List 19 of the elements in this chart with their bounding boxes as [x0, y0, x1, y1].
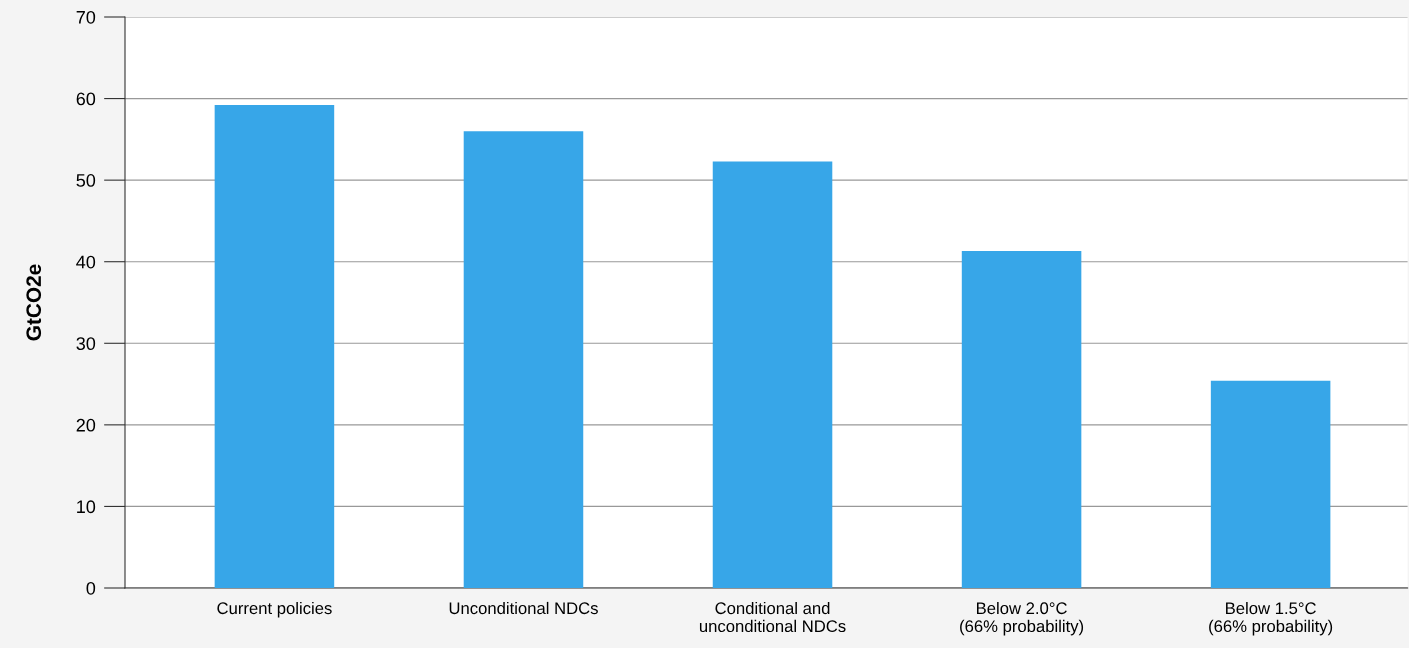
- y-tick-label: 20: [76, 418, 96, 432]
- y-tick-label: 60: [76, 92, 96, 106]
- y-tick-label: 50: [76, 174, 96, 187]
- y-tick-label: 70: [76, 10, 96, 24]
- bar: [214, 105, 335, 588]
- y-tick-label: 10: [77, 500, 96, 514]
- bar: [961, 251, 1082, 588]
- x-tick-label: Below 2.0°C (66% probability): [960, 601, 1084, 636]
- x-tick-label: Conditional and unconditional NDCs: [699, 601, 846, 633]
- bar: [463, 131, 584, 588]
- bar: [712, 161, 833, 588]
- x-tick-label: Below 1.5°C (66% probability): [1209, 601, 1333, 636]
- x-tick-label: Unconditional NDCs: [449, 601, 598, 615]
- y-tick-label: 0: [86, 581, 96, 595]
- y-tick-label: 30: [76, 337, 96, 351]
- y-axis-title: GtCO2e: [26, 264, 42, 341]
- y-tick-label: 40: [76, 255, 96, 269]
- bar: [1210, 380, 1331, 588]
- x-tick-label: Current policies: [217, 601, 332, 618]
